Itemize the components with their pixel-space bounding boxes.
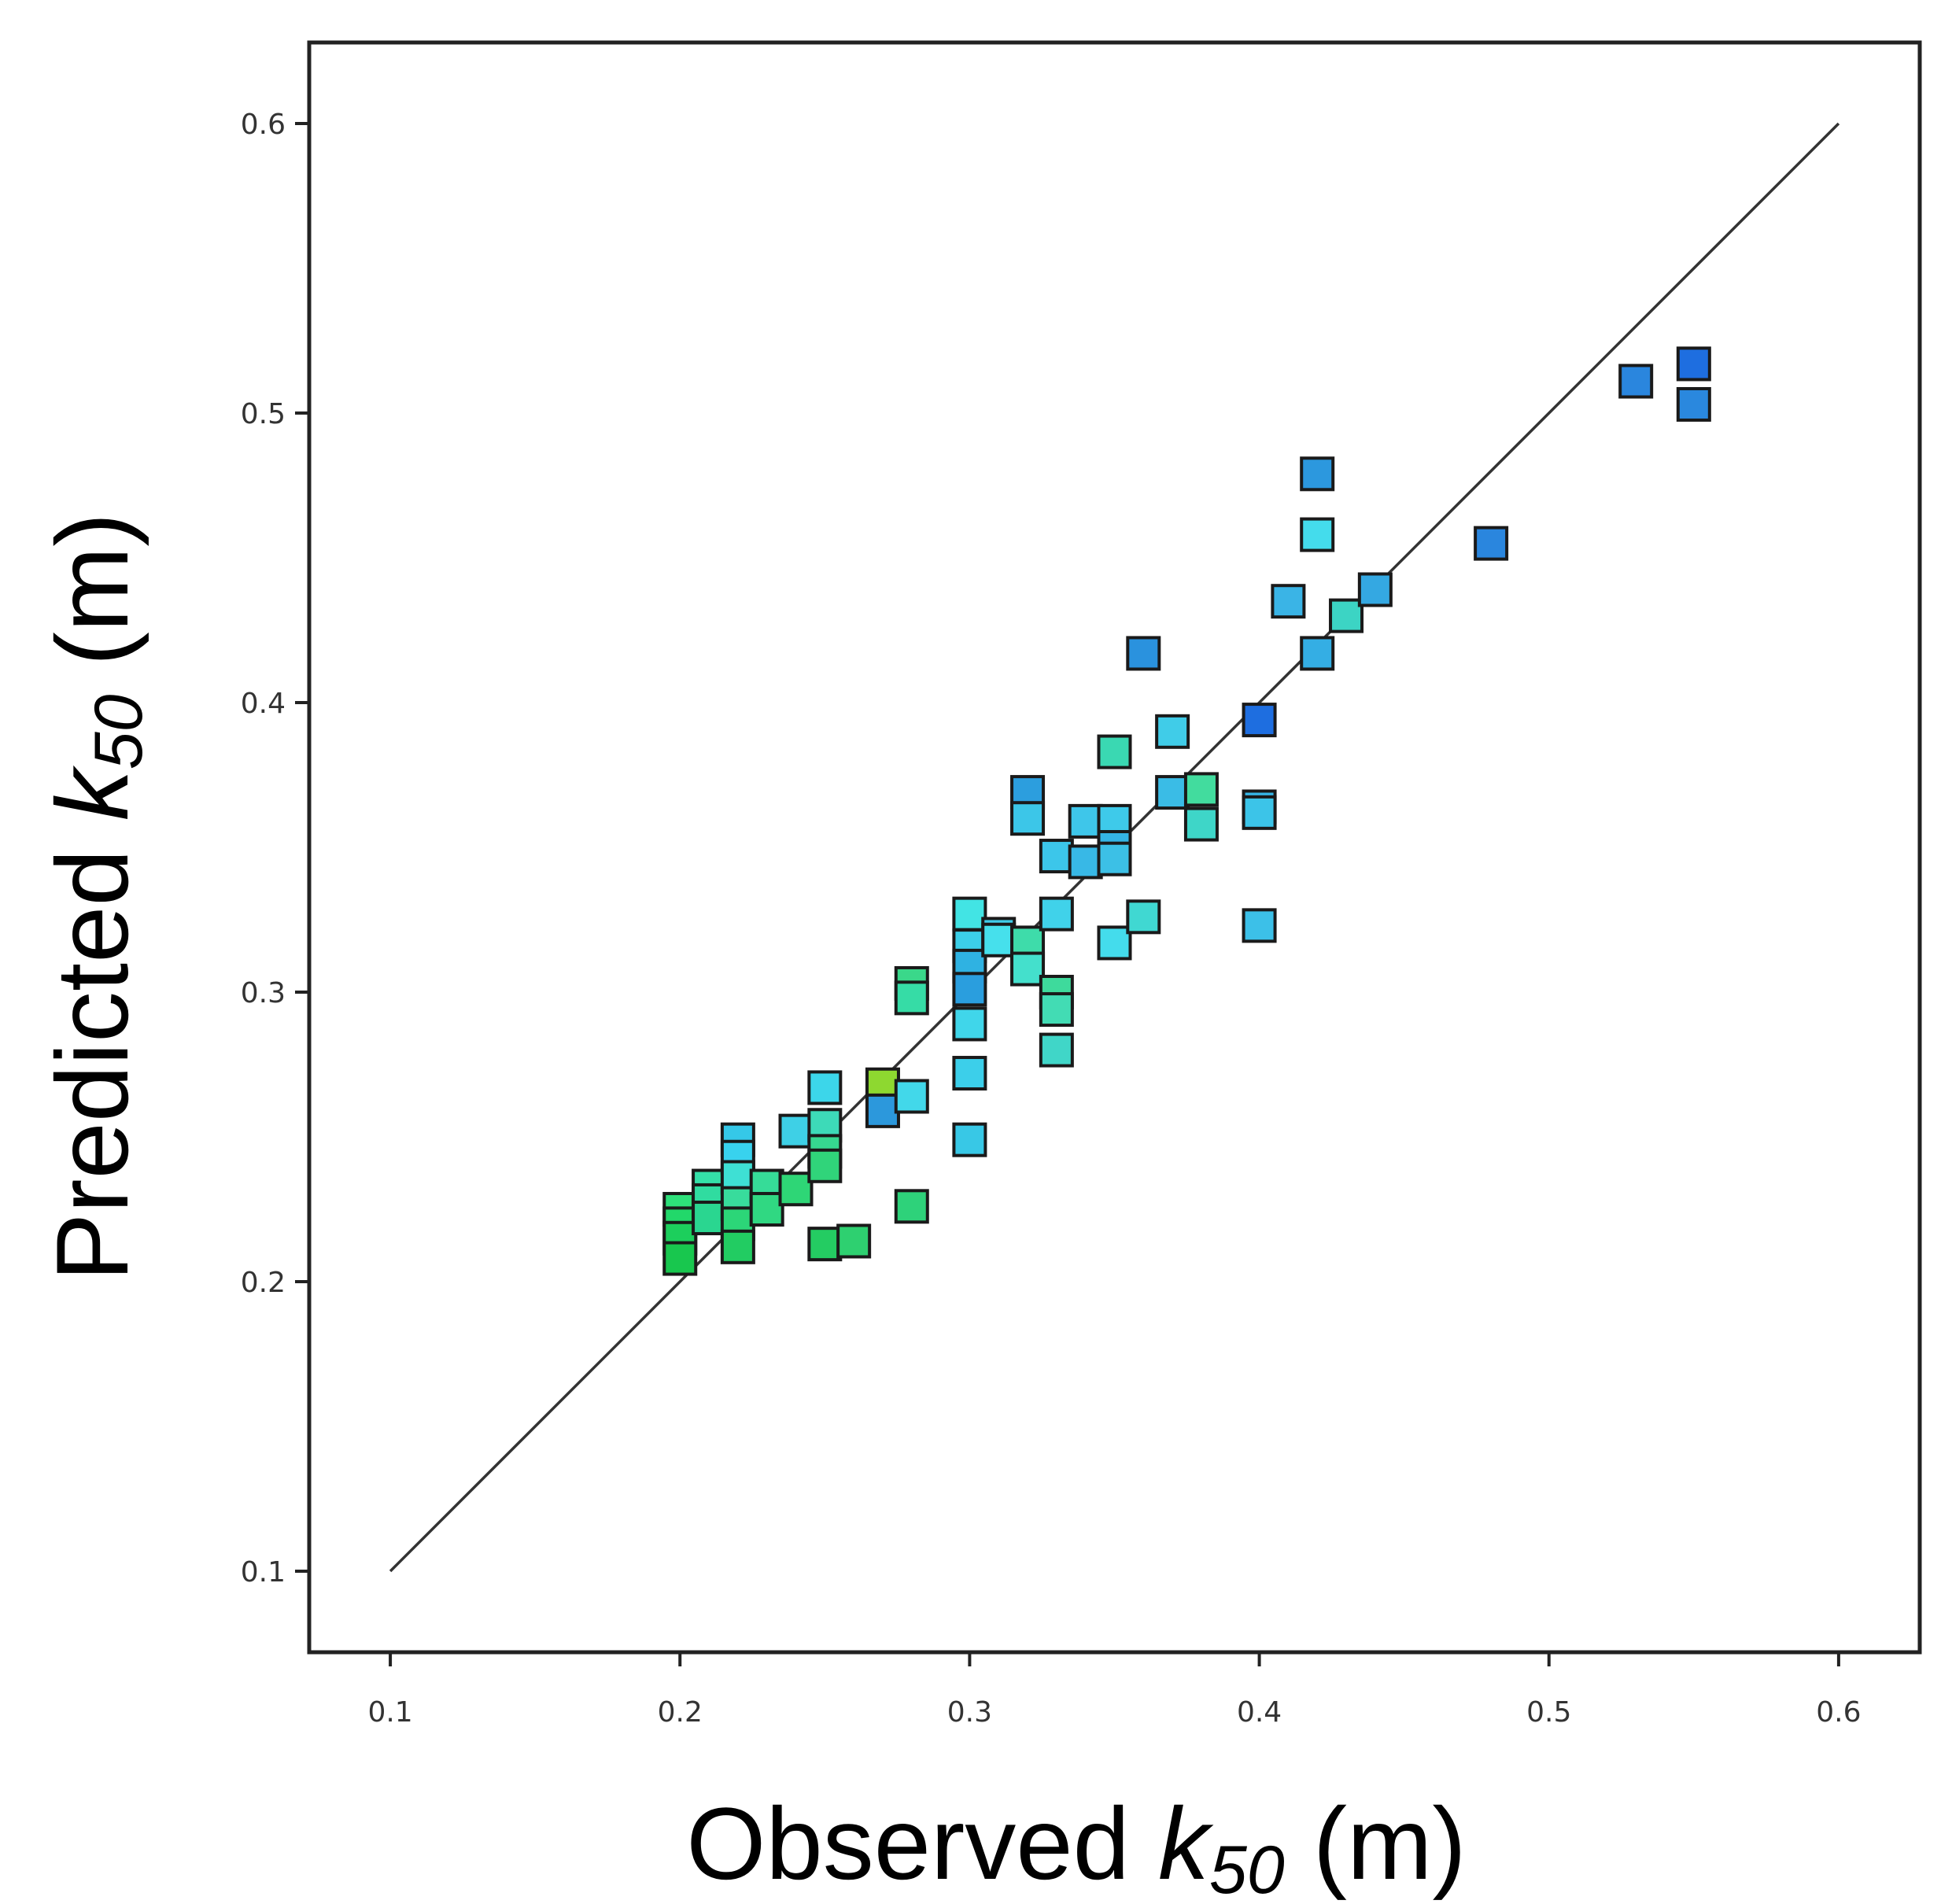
data-point	[952, 896, 987, 932]
data-point	[1039, 992, 1074, 1028]
data-point	[1155, 714, 1190, 749]
y-axis-title: Predicted k50 (m)	[35, 513, 157, 1282]
x-axis-title-subscript: 50	[1209, 1832, 1285, 1904]
data-point	[1010, 801, 1046, 836]
x-tick-label: 0.5	[1526, 1696, 1571, 1729]
data-point	[1126, 636, 1161, 671]
data-point	[1097, 925, 1132, 961]
x-axis-ticks: 0.1 0.2 0.3 0.4 0.5 0.6	[367, 1652, 1862, 1729]
x-axis-title-symbol: k	[1158, 1786, 1214, 1901]
x-tick-label: 0.2	[658, 1696, 703, 1729]
data-point	[1300, 517, 1335, 552]
data-point	[1097, 734, 1132, 769]
x-axis-title-prefix: Observed	[686, 1786, 1158, 1901]
data-point	[662, 1241, 698, 1276]
data-point	[1068, 803, 1103, 839]
data-point	[894, 1189, 929, 1224]
x-tick-label: 0.3	[947, 1696, 992, 1729]
data-point	[952, 972, 987, 1007]
data-point	[807, 1148, 843, 1183]
data-point	[720, 1229, 755, 1264]
y-axis-title-prefix: Predicted	[35, 821, 149, 1281]
y-tick-label: 0.4	[241, 688, 286, 720]
data-point	[1474, 526, 1509, 561]
x-tick-label: 0.4	[1237, 1696, 1282, 1729]
data-point	[807, 1070, 843, 1105]
y-axis-title-suffix: (m)	[35, 513, 149, 695]
data-point	[692, 1201, 727, 1236]
data-point	[836, 1223, 872, 1259]
data-point	[1676, 386, 1711, 422]
data-point	[894, 980, 929, 1016]
y-tick-label: 0.1	[241, 1556, 286, 1589]
data-point	[894, 1079, 929, 1114]
data-point	[1676, 346, 1711, 382]
data-point	[981, 922, 1017, 958]
data-point	[1357, 572, 1393, 607]
data-point	[1097, 841, 1132, 876]
data-point	[1126, 899, 1161, 935]
data-point	[1183, 772, 1219, 807]
data-point	[1155, 775, 1190, 810]
data-point	[1039, 1032, 1074, 1068]
plot-frame	[307, 40, 1922, 1655]
y-axis-ticks: 0.1 0.2 0.3 0.4 0.5 0.6	[241, 109, 309, 1589]
data-point	[1329, 598, 1364, 633]
y-tick-label: 0.3	[241, 977, 286, 1009]
y-axis-title-subscript: 50	[81, 694, 157, 769]
data-point	[952, 1056, 987, 1091]
data-points	[662, 346, 1711, 1276]
data-point	[1068, 844, 1103, 880]
x-axis-title: Observed k50 (m)	[686, 1786, 1466, 1904]
data-point	[778, 1172, 814, 1207]
data-point	[1300, 456, 1335, 492]
data-point	[952, 1122, 987, 1157]
data-point	[778, 1113, 814, 1149]
x-tick-label: 0.1	[367, 1696, 412, 1729]
data-point	[1271, 584, 1306, 619]
data-point	[1242, 795, 1277, 830]
data-point	[1183, 806, 1219, 842]
data-point	[1010, 951, 1046, 987]
y-axis-title-symbol: k	[35, 765, 149, 821]
data-point	[807, 1227, 843, 1262]
y-tick-label: 0.5	[241, 398, 286, 430]
y-tick-label: 0.2	[241, 1267, 286, 1299]
data-point	[1039, 839, 1074, 874]
data-point	[749, 1191, 784, 1227]
data-point	[952, 1006, 987, 1042]
data-point	[865, 1093, 900, 1128]
y-tick-label: 0.6	[241, 109, 286, 141]
x-tick-label: 0.6	[1816, 1696, 1861, 1729]
data-point	[1618, 363, 1654, 399]
data-point	[1242, 908, 1277, 943]
data-point	[1242, 703, 1277, 738]
x-axis-title-suffix: (m)	[1285, 1786, 1467, 1901]
data-point	[1039, 896, 1074, 932]
data-point	[1300, 636, 1335, 671]
